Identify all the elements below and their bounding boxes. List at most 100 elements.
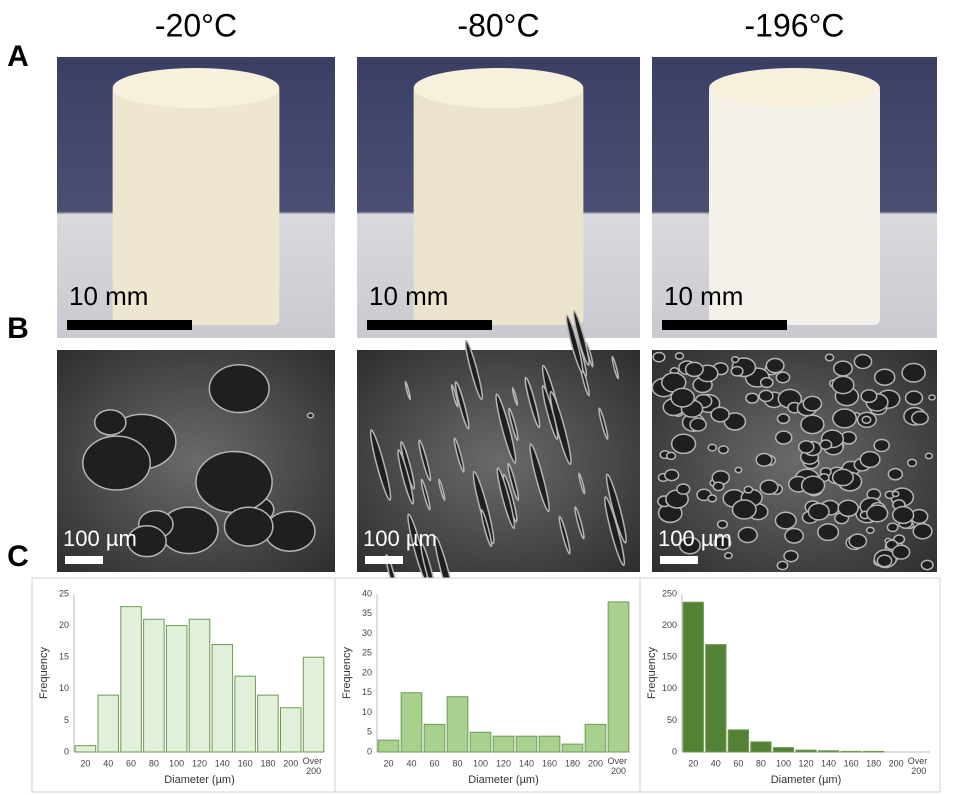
- pore: [867, 527, 874, 533]
- bar: [212, 645, 233, 752]
- bar: [189, 619, 210, 752]
- scale-bar: [660, 556, 698, 564]
- pore: [196, 452, 272, 513]
- sem-scale-label: 100 µm: [658, 526, 732, 551]
- pore: [906, 391, 923, 405]
- bar: [447, 697, 468, 752]
- pore: [209, 365, 269, 413]
- y-tick-label: 10: [362, 707, 372, 717]
- pore: [834, 361, 852, 376]
- bar: [841, 751, 861, 752]
- bar: [818, 751, 838, 752]
- bar: [235, 676, 256, 752]
- sem-scale-label: 100 µm: [363, 526, 437, 551]
- x-axis-label: Diameter (µm): [771, 774, 842, 786]
- pore: [95, 410, 126, 435]
- pore: [665, 470, 679, 481]
- x-tick-label: 180: [565, 758, 580, 768]
- pore: [877, 555, 891, 566]
- pore: [921, 560, 933, 569]
- pore: [929, 395, 935, 400]
- y-tick-label: 250: [662, 588, 677, 598]
- pore: [862, 416, 871, 423]
- panel-label: B: [7, 312, 29, 345]
- x-tick-label: 20: [80, 758, 90, 768]
- x-tick-label: 200: [283, 758, 298, 768]
- bar: [728, 730, 748, 752]
- x-tick-label: 160: [238, 758, 253, 768]
- pore: [671, 388, 694, 407]
- pore: [676, 353, 684, 359]
- pore: [307, 413, 313, 418]
- pore: [803, 396, 821, 411]
- pore: [875, 369, 895, 385]
- bar: [562, 744, 583, 752]
- bar: [863, 751, 883, 752]
- pore: [832, 376, 854, 393]
- y-tick-label: 25: [59, 588, 69, 598]
- pore: [653, 352, 665, 361]
- pore: [756, 454, 772, 467]
- x-tick-label-line: Over: [607, 756, 629, 766]
- pore: [732, 500, 756, 519]
- pore: [785, 528, 803, 543]
- pore: [861, 390, 877, 402]
- pore: [775, 512, 796, 529]
- x-tick-label: 140: [519, 758, 534, 768]
- x-tick-label: 160: [542, 758, 557, 768]
- pore: [776, 372, 789, 383]
- x-tick-label: 180: [866, 758, 881, 768]
- y-tick-label: 25: [362, 648, 372, 658]
- bar: [516, 736, 537, 752]
- x-tick-label-line: 200: [306, 766, 321, 776]
- x-tick-label: 100: [473, 758, 488, 768]
- pore: [849, 534, 866, 548]
- pore: [801, 415, 824, 433]
- pore: [735, 467, 741, 472]
- y-tick-label: 30: [362, 628, 372, 638]
- pore: [766, 359, 784, 373]
- y-axis-label: Frequency: [341, 647, 353, 699]
- x-tick-label: 40: [406, 758, 416, 768]
- pore: [677, 484, 690, 494]
- y-tick-label: 15: [59, 652, 69, 662]
- bar: [378, 740, 399, 752]
- pore: [776, 431, 792, 444]
- bar: [424, 724, 445, 752]
- pore: [738, 527, 757, 542]
- pore: [224, 507, 272, 546]
- pore: [833, 469, 854, 485]
- bar: [608, 602, 629, 752]
- x-tick-label: 80: [452, 758, 462, 768]
- pore: [667, 452, 676, 459]
- scale-bar: [365, 556, 403, 564]
- photo-scale-label: 10 mm: [69, 281, 148, 311]
- bar: [773, 748, 793, 752]
- pore: [690, 418, 706, 431]
- bar: [470, 732, 491, 752]
- x-tick-label: 40: [711, 758, 721, 768]
- pore: [867, 505, 888, 522]
- x-tick-label-line: Over: [303, 756, 325, 766]
- sample-top: [414, 68, 584, 108]
- bar: [706, 645, 726, 752]
- x-tick-label-line: Over: [908, 756, 930, 766]
- pore: [912, 411, 928, 424]
- pore: [854, 355, 871, 369]
- x-tick-label: 160: [844, 758, 859, 768]
- sem-scale-label: 100 µm: [63, 526, 137, 551]
- y-tick-label: 200: [662, 620, 677, 630]
- pore: [902, 364, 925, 382]
- y-tick-label: 150: [662, 652, 677, 662]
- x-tick-label: 180: [260, 758, 275, 768]
- bar: [683, 602, 703, 752]
- pore: [892, 491, 898, 496]
- panel-label: C: [7, 540, 29, 573]
- x-tick-label: 60: [126, 758, 136, 768]
- photo-scale-label: 10 mm: [369, 281, 448, 311]
- y-axis-label: Frequency: [38, 647, 50, 699]
- pore: [802, 476, 825, 494]
- x-axis-label: Diameter (µm): [468, 774, 539, 786]
- pore: [888, 469, 902, 480]
- pore: [731, 367, 743, 376]
